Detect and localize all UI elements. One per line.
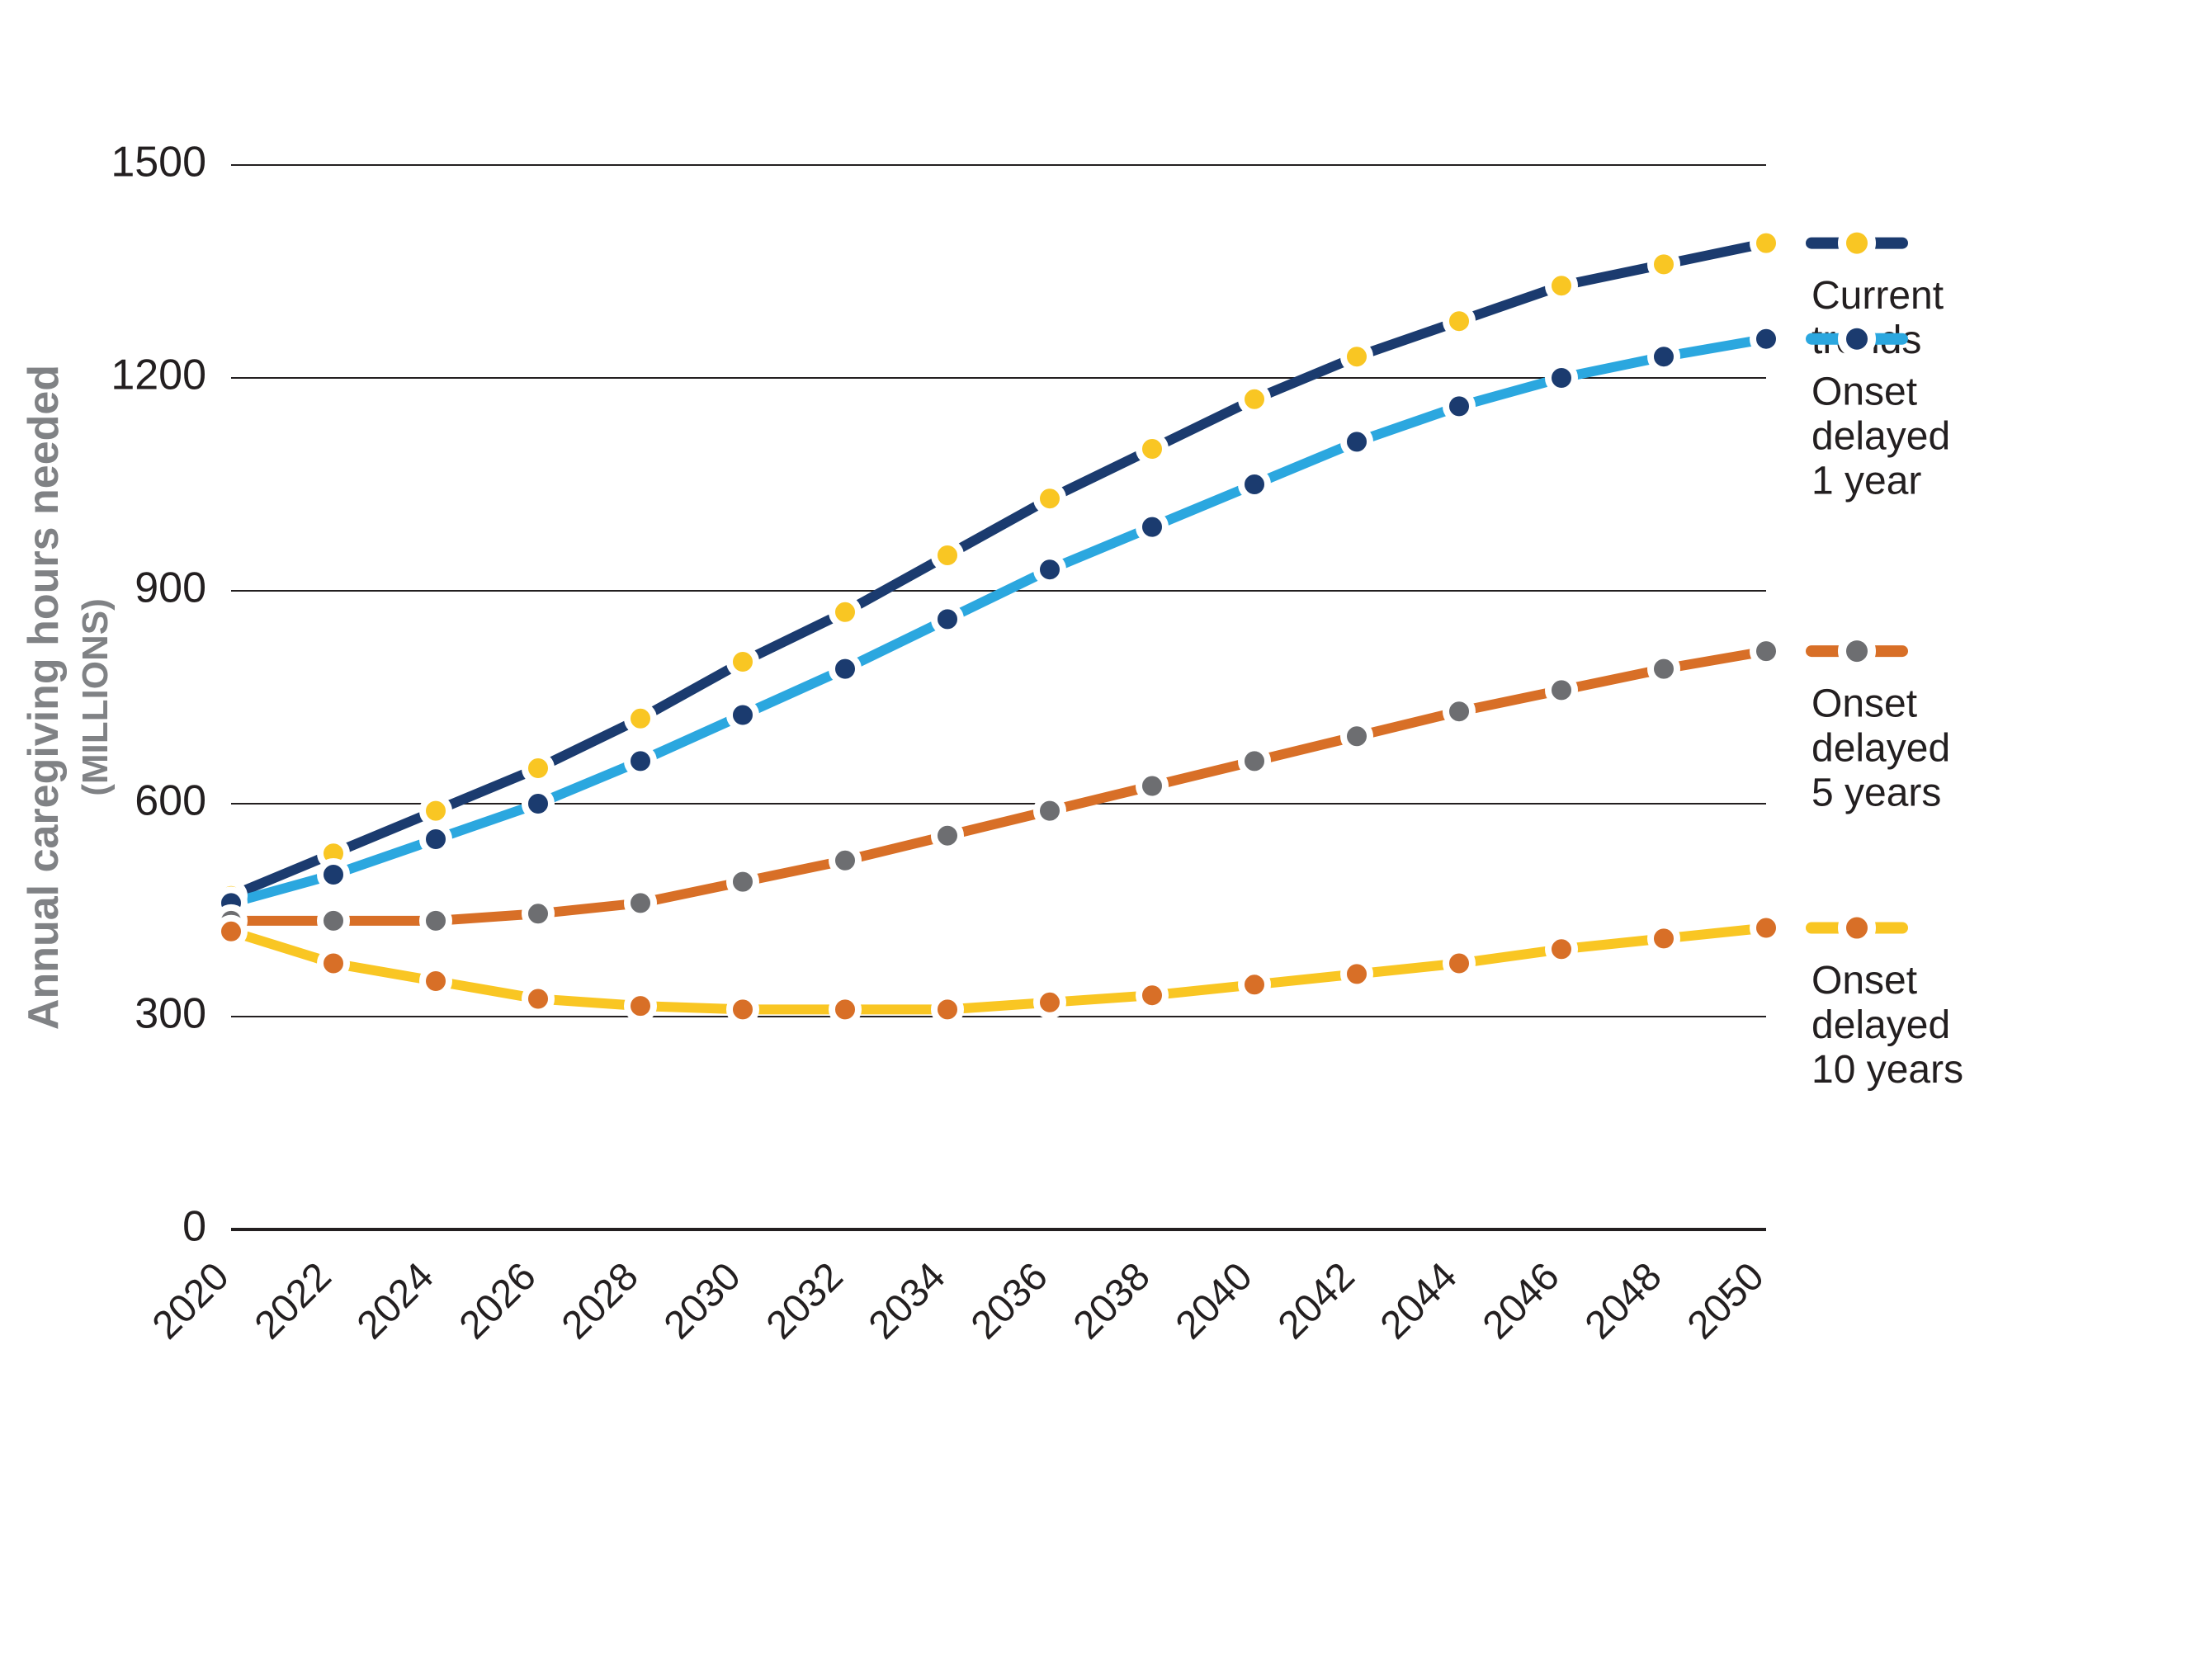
- legend-label-delay10: Onset: [1811, 959, 1917, 1003]
- series-marker-current: [1753, 230, 1779, 257]
- series-marker-delay1: [1446, 393, 1472, 419]
- series-marker-current: [423, 798, 449, 824]
- legend-swatch-marker-delay1: [1842, 324, 1872, 354]
- legend-label-current: Current: [1811, 274, 1944, 318]
- y-tick-label: 300: [135, 990, 206, 1038]
- series-marker-delay5: [1446, 698, 1472, 724]
- series-marker-current: [934, 542, 961, 569]
- series-marker-delay10: [1037, 989, 1063, 1016]
- series-marker-delay1: [1241, 471, 1268, 498]
- series-marker-delay10: [320, 951, 347, 977]
- series-marker-delay1: [320, 861, 347, 888]
- legend-label-delay5: delayed: [1811, 727, 1950, 771]
- series-marker-delay5: [1037, 798, 1063, 824]
- series-marker-delay5: [1344, 723, 1370, 749]
- series-marker-delay1: [1037, 556, 1063, 583]
- legend-label-delay5: Onset: [1811, 682, 1917, 726]
- legend-label-delay10: delayed: [1811, 1003, 1950, 1047]
- series-marker-delay5: [1139, 773, 1165, 800]
- series-marker-current: [1651, 251, 1677, 277]
- y-tick-label: 600: [135, 777, 206, 825]
- series-marker-current: [1241, 386, 1268, 413]
- series-marker-current: [525, 755, 551, 781]
- legend-swatch-marker-delay5: [1842, 636, 1872, 666]
- series-marker-current: [627, 706, 654, 732]
- series-marker-delay10: [218, 918, 244, 945]
- series-marker-delay10: [1651, 925, 1677, 951]
- series-marker-delay1: [934, 606, 961, 632]
- caregiving-hours-chart: 0300600900120015002020202220242026202820…: [0, 0, 2187, 1680]
- series-marker-delay10: [730, 996, 756, 1022]
- series-marker-current: [832, 599, 858, 625]
- series-marker-delay1: [1651, 343, 1677, 370]
- series-marker-delay10: [1344, 960, 1370, 987]
- series-marker-delay5: [832, 847, 858, 874]
- series-marker-delay5: [1651, 656, 1677, 682]
- y-tick-label: 1200: [111, 352, 206, 399]
- series-marker-delay1: [423, 826, 449, 852]
- series-marker-delay10: [1241, 971, 1268, 998]
- series-marker-delay5: [934, 823, 961, 849]
- series-marker-delay5: [423, 908, 449, 934]
- series-marker-delay5: [1753, 638, 1779, 664]
- series-marker-delay1: [1548, 365, 1575, 391]
- legend-swatch-marker-delay10: [1842, 913, 1872, 943]
- series-marker-delay10: [1446, 951, 1472, 977]
- series-marker-current: [730, 649, 756, 675]
- series-marker-current: [1446, 308, 1472, 334]
- series-marker-delay5: [627, 890, 654, 916]
- legend-label-delay5: 5 years: [1811, 772, 1941, 815]
- series-marker-delay5: [320, 908, 347, 934]
- series-marker-delay10: [1753, 915, 1779, 941]
- series-marker-delay5: [730, 869, 756, 895]
- y-tick-label: 0: [182, 1203, 206, 1251]
- legend-label-delay10: 10 years: [1811, 1048, 1963, 1092]
- series-marker-delay10: [1139, 982, 1165, 1008]
- series-marker-delay10: [627, 993, 654, 1019]
- y-axis-label: Annual caregiving hours needed: [20, 365, 68, 1030]
- series-marker-delay5: [1548, 677, 1575, 703]
- legend-label-delay1: delayed: [1811, 414, 1950, 458]
- series-marker-delay1: [730, 702, 756, 729]
- legend-label-delay1: 1 year: [1811, 459, 1921, 503]
- series-marker-delay1: [832, 656, 858, 682]
- series-marker-delay10: [832, 996, 858, 1022]
- legend-swatch-marker-current: [1842, 229, 1872, 258]
- series-marker-delay10: [525, 986, 551, 1012]
- series-marker-current: [1344, 343, 1370, 370]
- series-marker-delay5: [525, 900, 551, 927]
- legend-label-delay1: Onset: [1811, 370, 1917, 413]
- series-marker-delay1: [627, 748, 654, 774]
- series-marker-delay1: [1344, 428, 1370, 455]
- series-marker-delay10: [423, 968, 449, 994]
- series-marker-delay10: [934, 996, 961, 1022]
- series-marker-delay1: [1753, 326, 1779, 352]
- series-marker-delay5: [1241, 748, 1268, 774]
- y-tick-label: 1500: [111, 139, 206, 186]
- series-marker-delay10: [1548, 936, 1575, 962]
- series-marker-current: [1037, 485, 1063, 512]
- series-marker-current: [1548, 272, 1575, 299]
- y-axis-sublabel: (MILLIONS): [75, 598, 116, 796]
- series-marker-delay1: [525, 790, 551, 817]
- series-marker-delay1: [1139, 514, 1165, 540]
- y-tick-label: 900: [135, 564, 206, 612]
- series-marker-current: [1139, 436, 1165, 462]
